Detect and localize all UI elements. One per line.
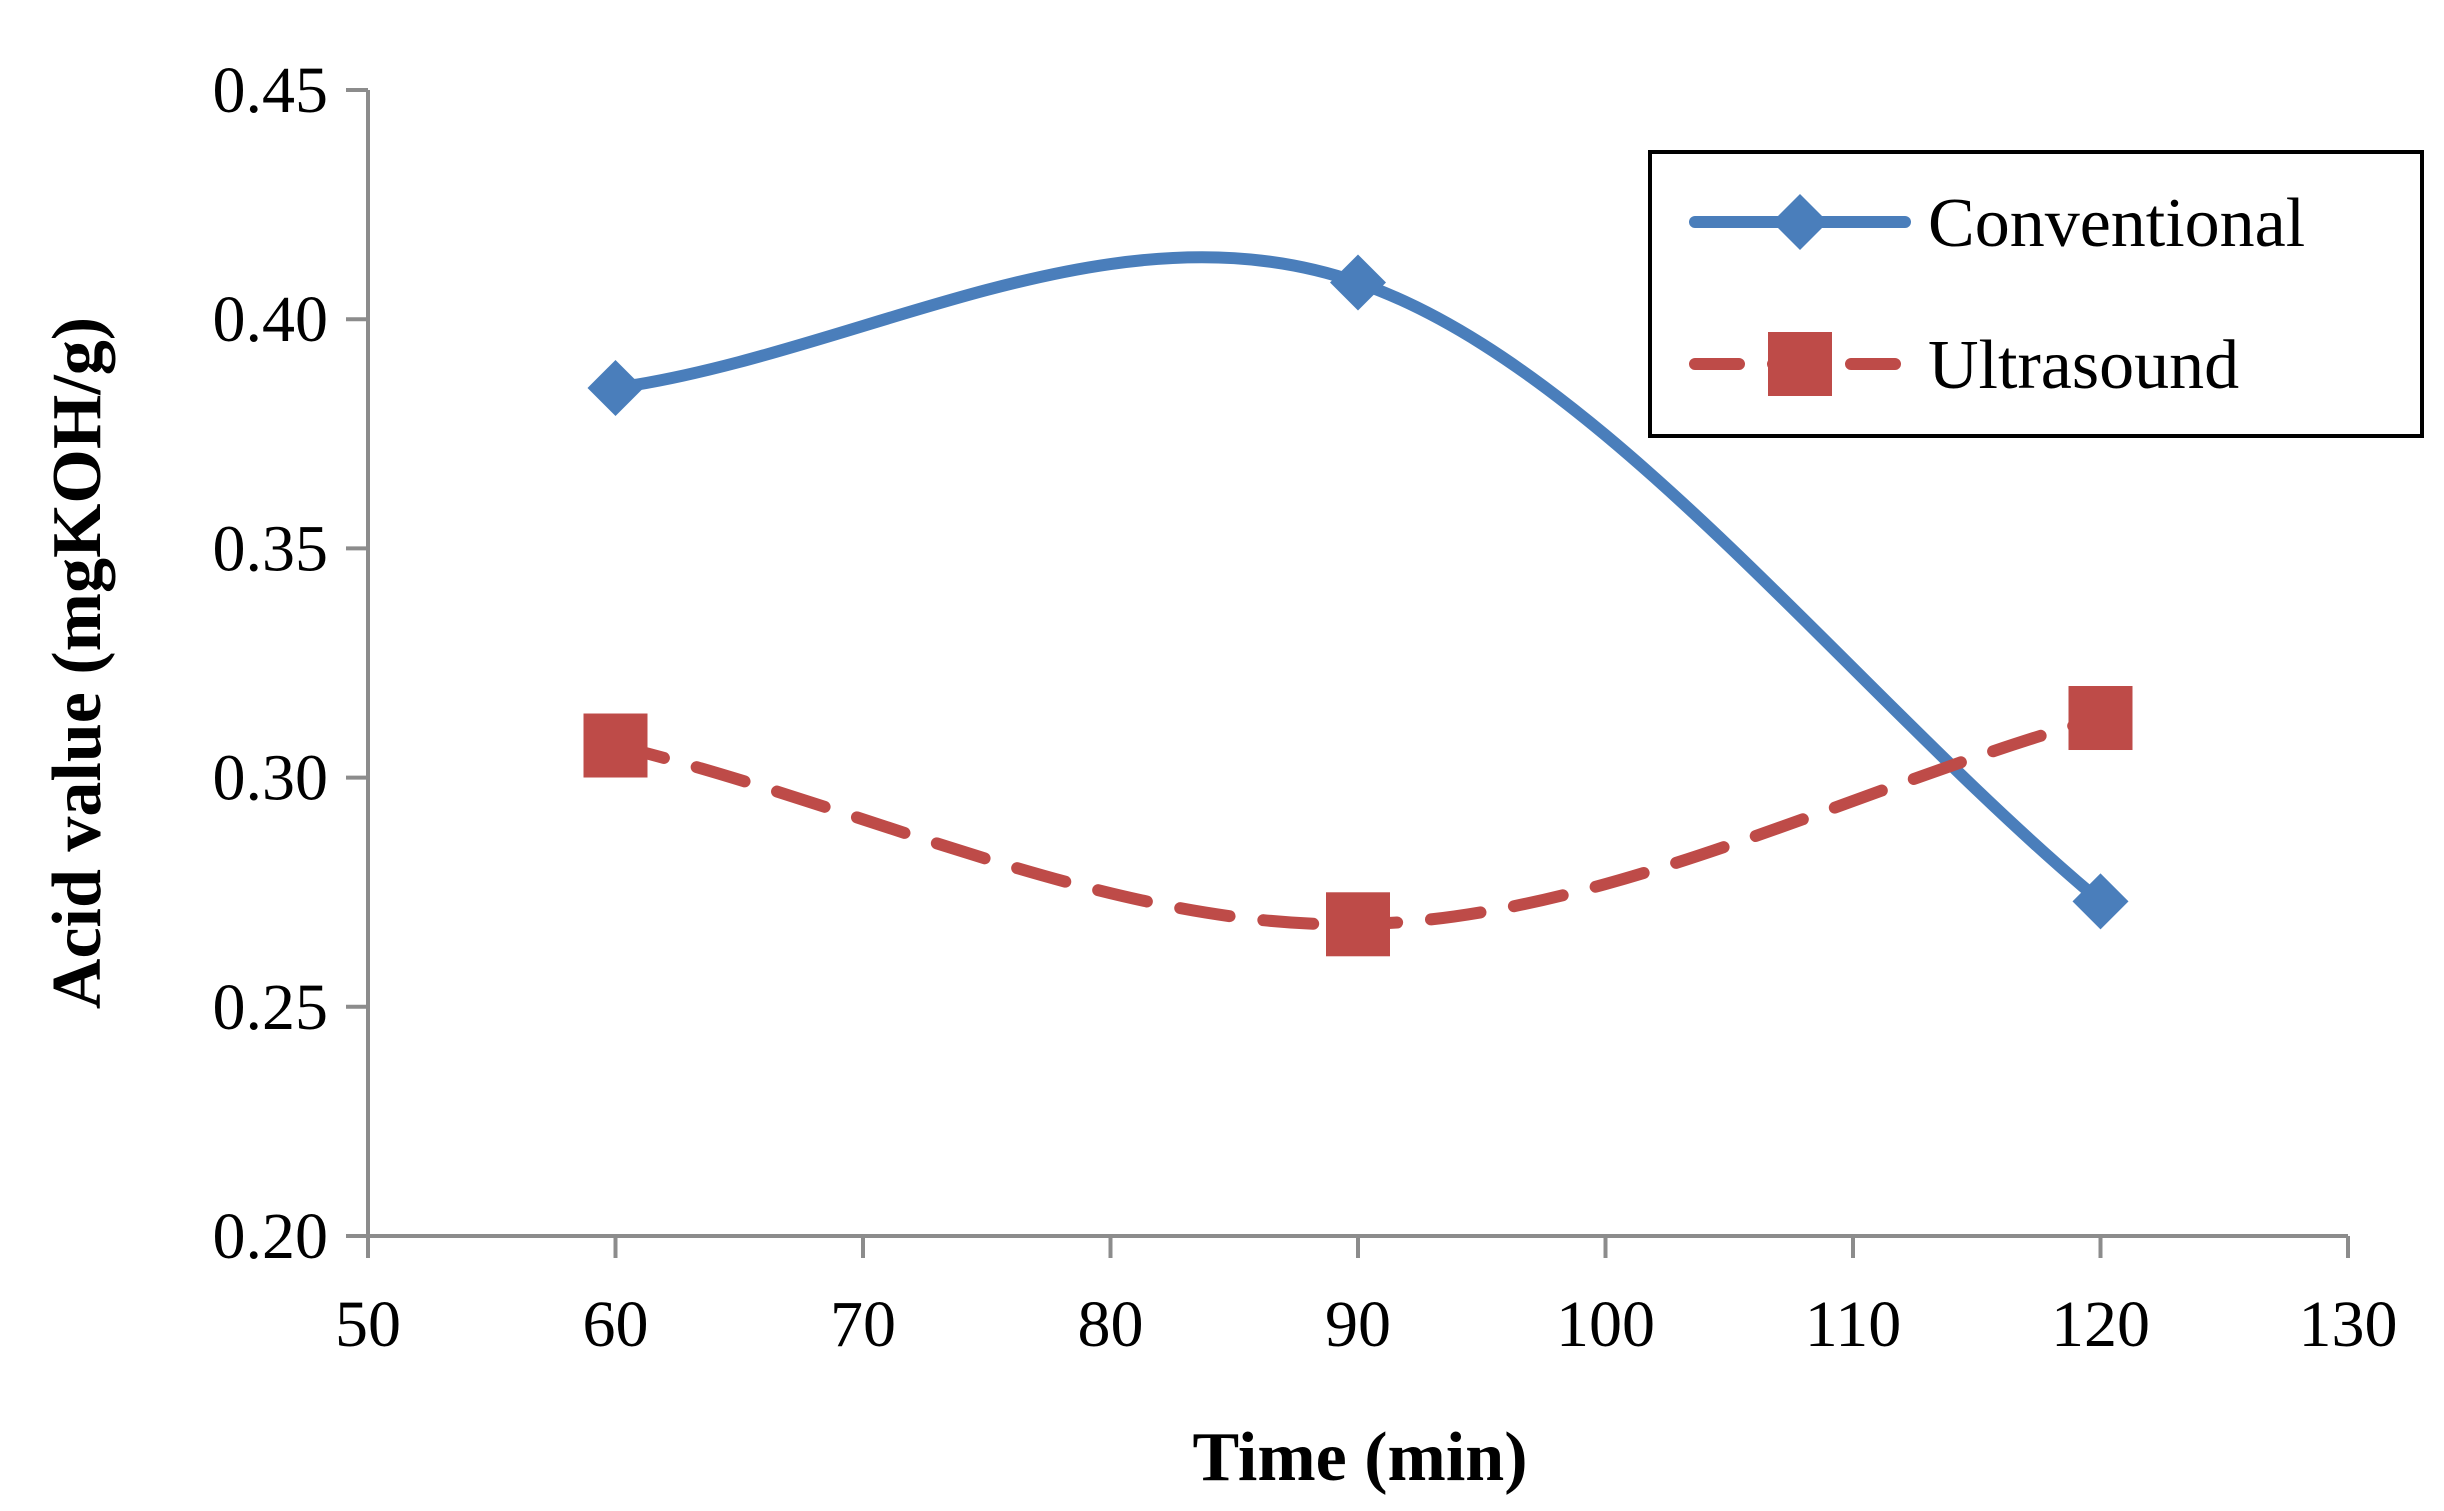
y-tick-label: 0.25 xyxy=(213,971,329,1044)
legend-label-conventional: Conventional xyxy=(1928,185,2305,262)
series-layer xyxy=(583,251,2133,957)
legend: Conventional Ultrasound xyxy=(1648,150,2424,438)
series-conventional xyxy=(587,251,2129,930)
data-point-ultrasound xyxy=(2068,686,2133,751)
legend-marker-conventional xyxy=(1772,194,1828,250)
data-point-conventional xyxy=(587,359,644,416)
x-tick-label: 60 xyxy=(583,1288,649,1361)
legend-marker-ultrasound xyxy=(1768,332,1832,396)
y-tick-label: 0.45 xyxy=(213,54,329,127)
x-axis-title: Time (min) xyxy=(1192,1419,1527,1496)
x-tick-label: 80 xyxy=(1078,1288,1144,1361)
x-tick-label: 50 xyxy=(335,1288,401,1361)
y-axis-title: Acid value (mgKOH/g) xyxy=(39,317,116,1009)
x-tick-label: 70 xyxy=(830,1288,896,1361)
x-tick-label: 120 xyxy=(2051,1288,2150,1361)
data-point-conventional xyxy=(2072,873,2129,930)
legend-label-ultrasound: Ultrasound xyxy=(1928,327,2239,404)
data-point-ultrasound xyxy=(1326,892,1390,957)
legend-entry-conventional: Conventional xyxy=(1689,185,2305,262)
y-tick-label: 0.20 xyxy=(213,1200,329,1273)
y-tick-label: 0.30 xyxy=(213,742,329,815)
x-tick-label: 90 xyxy=(1325,1288,1391,1361)
y-tick-label: 0.40 xyxy=(213,283,329,356)
y-tick-label: 0.35 xyxy=(213,512,329,585)
legend-entry-ultrasound: Ultrasound xyxy=(1689,327,2239,404)
x-tick-label: 100 xyxy=(1556,1288,1655,1361)
series-ultrasound xyxy=(583,686,2133,957)
data-point-conventional xyxy=(1330,254,1386,311)
x-tick-label: 130 xyxy=(2299,1288,2398,1361)
axes xyxy=(346,88,2350,1258)
x-tick-label: 110 xyxy=(1805,1288,1902,1361)
labels-layer: 0.20 0.25 0.30 0.35 0.40 0.45 50 60 70 80 90 100 110… xyxy=(39,54,2398,1496)
data-point-ultrasound xyxy=(583,713,648,778)
